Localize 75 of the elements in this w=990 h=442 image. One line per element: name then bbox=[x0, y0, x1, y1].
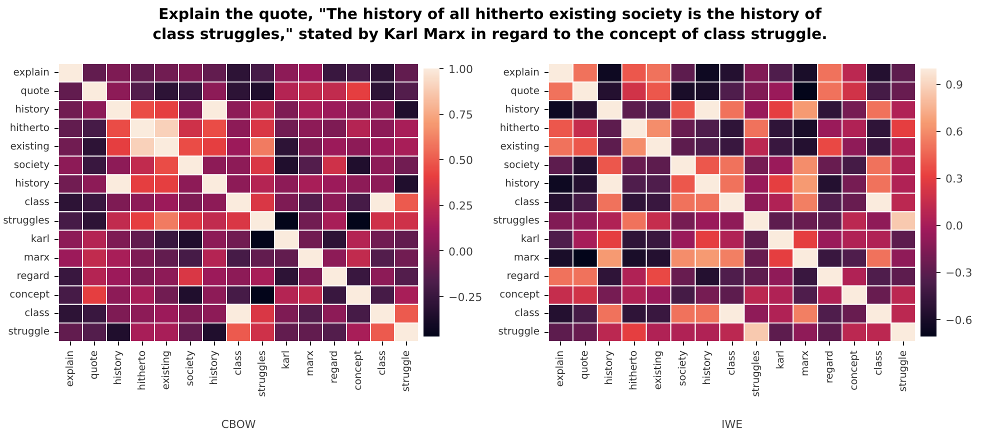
x-axis-title: IWE bbox=[721, 418, 743, 431]
x-tick-label: quote bbox=[89, 350, 100, 380]
x-tick-label: karl bbox=[775, 350, 786, 370]
x-tick-label: marx bbox=[305, 350, 316, 376]
color-bar-label: 0.50 bbox=[448, 154, 473, 168]
y-tick-label: explain bbox=[13, 67, 50, 78]
x-tick-label: hitherto bbox=[628, 350, 640, 390]
y-tick-label: history bbox=[15, 104, 50, 116]
color-bar-label: 0.9 bbox=[946, 78, 963, 92]
y-tick-label: hitherto bbox=[10, 122, 50, 134]
color-bar-label: −0.25 bbox=[448, 290, 482, 304]
color-bar-label: 1.00 bbox=[448, 63, 473, 76]
x-tick-label: struggles bbox=[750, 350, 762, 397]
y-tick-label: karl bbox=[30, 234, 50, 246]
x-tick-label: hitherto bbox=[137, 350, 148, 390]
x-tick-label: explain bbox=[65, 350, 76, 387]
x-tick-label: society bbox=[185, 350, 196, 386]
y-tick-label: history bbox=[505, 104, 540, 116]
x-tick-label: history bbox=[702, 350, 714, 385]
x-tick-label: society bbox=[678, 350, 689, 386]
x-tick-label: regard bbox=[824, 350, 836, 384]
y-tick-label: quote bbox=[20, 86, 50, 97]
x-tick-label: concept bbox=[848, 350, 860, 390]
y-tick-label: struggles bbox=[493, 216, 540, 227]
y-tick-label: concept bbox=[500, 290, 540, 301]
y-tick-label: class bbox=[514, 197, 540, 208]
y-tick-label: concept bbox=[10, 290, 50, 301]
y-tick-label: history bbox=[505, 178, 540, 190]
x-tick-label: class bbox=[726, 350, 738, 376]
y-tick-label: marx bbox=[24, 252, 50, 264]
x-tick-label: struggle bbox=[898, 350, 909, 392]
x-tick-label: history bbox=[113, 350, 124, 385]
x-tick-label: struggles bbox=[257, 350, 268, 397]
y-tick-label: society bbox=[504, 160, 540, 171]
x-tick-label: class bbox=[377, 350, 388, 376]
y-tick-label: regard bbox=[16, 271, 50, 282]
y-tick-label: society bbox=[14, 160, 50, 171]
x-tick-label: class bbox=[873, 350, 884, 376]
text: Explain the quote, "The history of all hitherto existing society is the history of class struggles," stated by Karl Marx in regard to the concept of class struggle. bbox=[152, 5, 828, 44]
x-tick-label: concept bbox=[353, 350, 364, 390]
y-tick-label: regard bbox=[506, 271, 540, 282]
y-tick-label: class bbox=[24, 197, 50, 208]
x-tick-label: marx bbox=[800, 350, 811, 376]
color-bar-label: −0.6 bbox=[946, 314, 972, 327]
x-tick-label: existing bbox=[653, 350, 664, 390]
color-bar-label: 0.0 bbox=[946, 220, 963, 233]
y-tick-label: marx bbox=[514, 252, 540, 264]
y-tick-label: history bbox=[15, 178, 50, 190]
x-tick-label: existing bbox=[161, 350, 172, 390]
x-tick-label: karl bbox=[281, 350, 292, 370]
x-tick-label: explain bbox=[555, 350, 566, 387]
y-tick-label: struggle bbox=[8, 326, 50, 338]
color-bar-label: −0.3 bbox=[946, 266, 972, 280]
x-axis-title: CBOW bbox=[221, 418, 256, 431]
color-bar-label: 0.3 bbox=[946, 172, 963, 186]
y-tick-label: struggles bbox=[3, 216, 50, 227]
x-tick-label: class bbox=[233, 350, 244, 376]
y-tick-label: struggle bbox=[498, 326, 540, 338]
x-tick-label: quote bbox=[580, 350, 591, 380]
y-tick-label: existing bbox=[10, 141, 50, 152]
color-bar-label: 0.75 bbox=[448, 108, 473, 122]
y-tick-label: class bbox=[24, 308, 50, 320]
color-bar-label: 0.6 bbox=[946, 126, 963, 139]
y-tick-label: hitherto bbox=[500, 122, 540, 134]
y-tick-label: class bbox=[514, 308, 540, 320]
x-tick-label: history bbox=[604, 350, 616, 385]
x-tick-label: struggle bbox=[401, 350, 412, 392]
color-bar-label: 0.00 bbox=[448, 245, 473, 258]
y-tick-label: existing bbox=[500, 141, 540, 152]
x-tick-label: regard bbox=[329, 350, 340, 384]
y-tick-label: karl bbox=[520, 234, 540, 246]
y-tick-label: quote bbox=[510, 86, 540, 97]
x-tick-label: history bbox=[209, 350, 220, 385]
y-tick-label: explain bbox=[503, 67, 540, 78]
color-bar-label: 0.25 bbox=[448, 200, 473, 213]
